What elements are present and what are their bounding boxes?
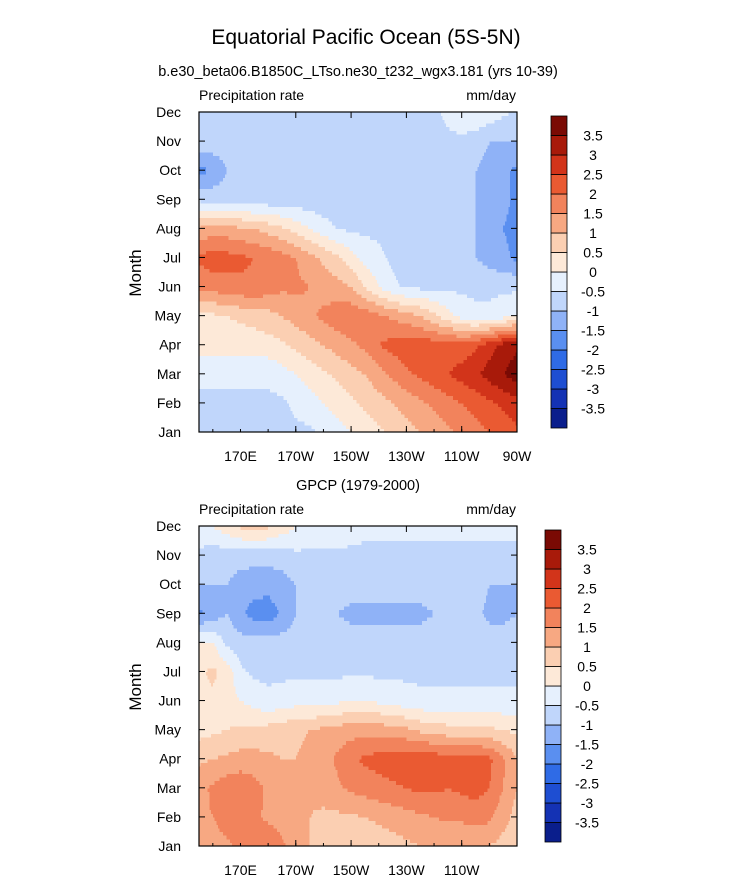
model-subtitle: b.e30_beta06.B1850C_LTso.ne30_t232_wgx3.… <box>158 64 558 80</box>
model-y-axis-label: Month <box>126 249 145 296</box>
model-panel: b.e30_beta06.B1850C_LTso.ne30_t232_wgx3.… <box>126 64 558 464</box>
figure-title: Equatorial Pacific Ocean (5S-5N) <box>211 26 520 49</box>
model-field <box>199 112 518 433</box>
figure: Equatorial Pacific Ocean (5S-5N) b.e30_b… <box>0 0 732 882</box>
model-plot-area: JanFebMarAprMayJunJulAugSepOctNovDec170E… <box>155 104 533 464</box>
model-left-label: Precipitation rate <box>199 87 304 103</box>
model-right-label: mm/day <box>466 87 516 103</box>
